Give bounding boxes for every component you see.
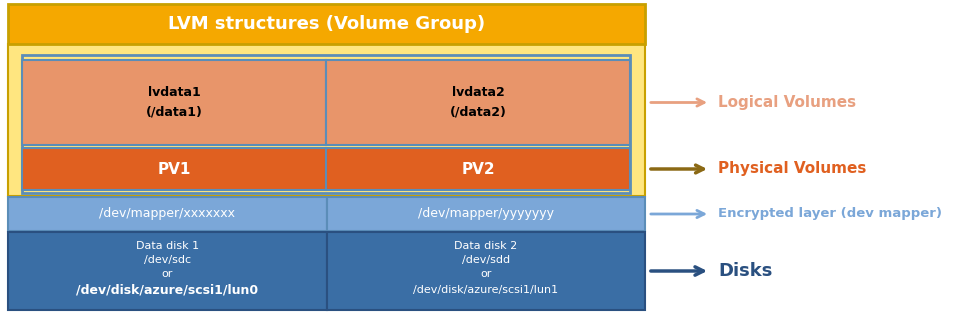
Text: /dev/mapper/yyyyyyy: /dev/mapper/yyyyyyy xyxy=(418,208,554,220)
Text: /dev/disk/azure/scsi1/lun0: /dev/disk/azure/scsi1/lun0 xyxy=(76,284,258,296)
Text: /dev/sdd: /dev/sdd xyxy=(462,255,510,265)
Text: /dev/mapper/xxxxxxx: /dev/mapper/xxxxxxx xyxy=(100,208,235,220)
Text: or: or xyxy=(162,269,173,279)
Bar xyxy=(22,60,326,145)
Bar xyxy=(22,55,630,193)
Text: or: or xyxy=(480,269,492,279)
Text: Encrypted layer (dev mapper): Encrypted layer (dev mapper) xyxy=(718,208,942,220)
Bar xyxy=(8,44,645,196)
Bar xyxy=(326,60,630,145)
Text: Logical Volumes: Logical Volumes xyxy=(718,95,856,110)
Text: PV1: PV1 xyxy=(158,161,191,176)
Text: Data disk 2: Data disk 2 xyxy=(454,241,517,251)
Text: lvdata2
(/data2): lvdata2 (/data2) xyxy=(449,86,506,118)
Text: lvdata1
(/data1): lvdata1 (/data1) xyxy=(145,86,202,118)
Bar xyxy=(8,232,326,310)
Text: PV2: PV2 xyxy=(461,161,495,176)
Bar xyxy=(326,148,630,190)
Bar xyxy=(326,232,645,310)
Bar xyxy=(326,197,645,231)
Text: /dev/sdc: /dev/sdc xyxy=(143,255,191,265)
Text: Physical Volumes: Physical Volumes xyxy=(718,161,866,176)
Text: Data disk 1: Data disk 1 xyxy=(136,241,198,251)
Text: LVM structures (Volume Group): LVM structures (Volume Group) xyxy=(167,15,485,33)
Bar xyxy=(22,148,326,190)
Text: Disks: Disks xyxy=(718,262,772,280)
Text: /dev/disk/azure/scsi1/lun1: /dev/disk/azure/scsi1/lun1 xyxy=(413,285,559,295)
Bar xyxy=(8,197,326,231)
Bar xyxy=(8,4,645,44)
